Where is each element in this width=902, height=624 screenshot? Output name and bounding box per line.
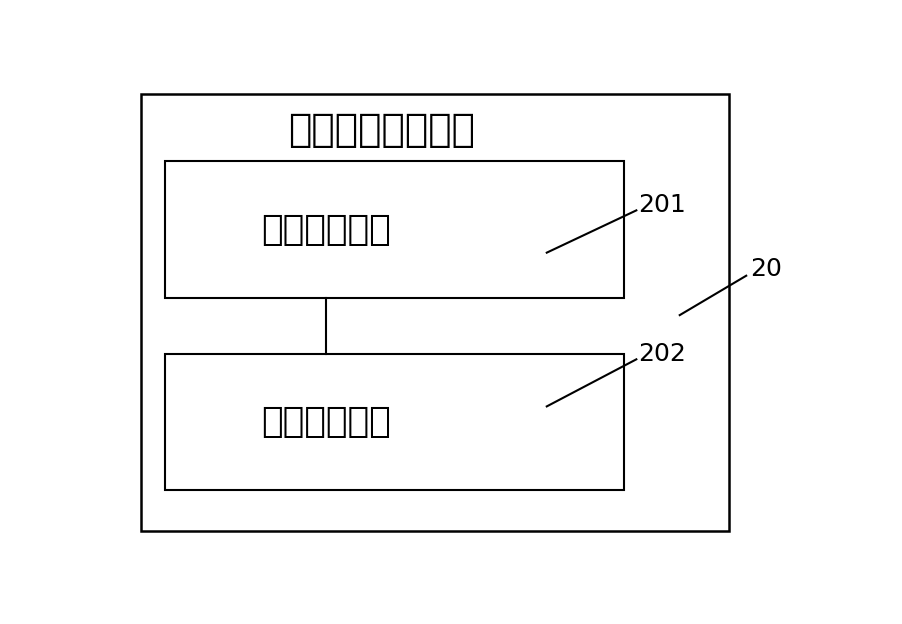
Text: 202: 202 [637, 341, 685, 366]
Bar [165, 162, 623, 298]
Text: 20: 20 [749, 258, 781, 281]
Bar [165, 354, 623, 490]
Text: 数据脱敏处理装置: 数据脱敏处理装置 [288, 111, 474, 149]
Text: 对象获取模块: 对象获取模块 [262, 213, 391, 246]
Text: 201: 201 [637, 193, 685, 217]
Text: 脱敏处理模块: 脱敏处理模块 [262, 405, 391, 439]
Bar [141, 94, 728, 532]
